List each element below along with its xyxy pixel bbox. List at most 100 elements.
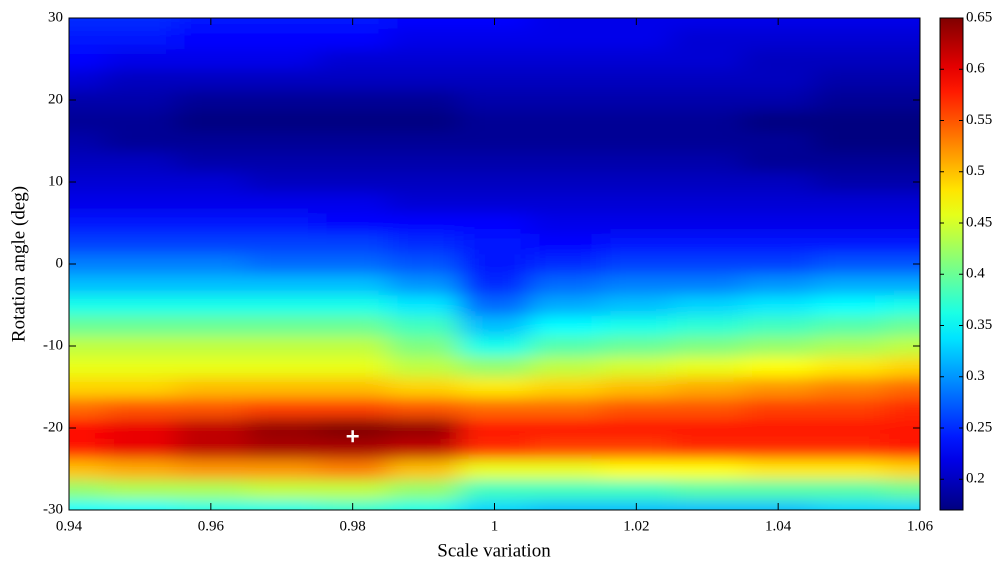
heatmap-cell	[69, 417, 105, 439]
x-tick-label: 1.04	[765, 518, 792, 534]
heatmap-cell	[600, 417, 673, 439]
heatmap-cell	[600, 274, 673, 296]
y-axis-label: Rotation angle (deg)	[8, 186, 29, 342]
heatmap-cell	[388, 130, 460, 152]
heatmap-cell	[104, 69, 176, 91]
heatmap-cell	[671, 397, 744, 419]
heatmap-cell	[175, 233, 247, 255]
heatmap-cell	[459, 48, 531, 70]
heatmap-cell	[388, 479, 460, 501]
heatmap-cell	[317, 110, 389, 132]
heatmap-cell	[813, 192, 886, 214]
heatmap-cell	[175, 479, 247, 501]
heatmap-cell	[529, 253, 602, 275]
heatmap-cell	[246, 294, 318, 316]
colorbar-tick-label: 0.65	[966, 9, 992, 25]
heatmap-cell	[317, 28, 389, 50]
heatmap-cell	[388, 274, 460, 296]
heatmap-cell	[104, 89, 176, 111]
heatmap-cell	[529, 18, 602, 29]
heatmap-cell	[69, 151, 105, 173]
heatmap-cell	[246, 335, 318, 357]
heatmap-cell	[459, 28, 531, 50]
heatmap-cell	[884, 89, 920, 111]
heatmap-cell	[671, 130, 744, 152]
heatmap-cell	[529, 335, 602, 357]
heatmap-cell	[246, 499, 318, 510]
heatmap-cell	[317, 294, 389, 316]
y-tick-label: 0	[56, 255, 64, 271]
heatmap-cell	[459, 89, 531, 111]
heatmap-cell	[388, 233, 460, 255]
heatmap-cell	[388, 253, 460, 275]
x-tick-label: 1	[491, 518, 499, 534]
heatmap-cell	[459, 438, 531, 460]
heatmap-cell	[317, 479, 389, 501]
heatmap-cell	[813, 315, 886, 337]
heatmap-cell	[671, 417, 744, 439]
heatmap-cell	[69, 233, 105, 255]
heatmap-cell	[69, 130, 105, 152]
heatmap-cell	[529, 171, 602, 193]
heatmap-cell	[529, 69, 602, 91]
heatmap-cell	[104, 294, 176, 316]
heatmap-cell	[671, 28, 744, 50]
heatmap-cell	[69, 274, 105, 296]
heatmap-cell	[246, 48, 318, 70]
heatmap-cell	[317, 458, 389, 480]
heatmap-cell	[529, 315, 602, 337]
heatmap	[69, 18, 920, 510]
heatmap-cell	[884, 397, 920, 419]
heatmap-cell	[671, 499, 744, 510]
heatmap-cell	[813, 171, 886, 193]
heatmap-cell	[813, 253, 886, 275]
heatmap-cell	[600, 233, 673, 255]
heatmap-cell	[884, 18, 920, 29]
heatmap-cell	[104, 458, 176, 480]
heatmap-cell	[317, 233, 389, 255]
heatmap-cell	[671, 18, 744, 29]
colorbar-tick-label: 0.25	[966, 419, 992, 435]
heatmap-cell	[884, 274, 920, 296]
heatmap-cell	[813, 458, 886, 480]
heatmap-cell	[529, 458, 602, 480]
heatmap-cell	[246, 315, 318, 337]
heatmap-cell	[600, 397, 673, 419]
heatmap-cell	[388, 294, 460, 316]
heatmap-cell	[813, 18, 886, 29]
heatmap-cell	[388, 356, 460, 378]
heatmap-cell	[671, 151, 744, 173]
heatmap-cell	[742, 89, 815, 111]
heatmap-cell	[317, 89, 389, 111]
heatmap-cell	[69, 253, 105, 275]
heatmap-cell	[813, 335, 886, 357]
heatmap-cell	[69, 171, 105, 193]
heatmap-cell	[742, 458, 815, 480]
heatmap-cell	[459, 356, 531, 378]
heatmap-cell	[246, 151, 318, 173]
heatmap-cell	[388, 376, 460, 398]
heatmap-cell	[388, 89, 460, 111]
heatmap-cell	[884, 356, 920, 378]
heatmap-cell	[104, 110, 176, 132]
colorbar-tick-label: 0.2	[966, 471, 985, 487]
colorbar-tick-label: 0.3	[966, 368, 985, 384]
heatmap-cell	[813, 274, 886, 296]
heatmap-cell	[69, 18, 105, 29]
heatmap-cell	[671, 48, 744, 70]
heatmap-cell	[813, 233, 886, 255]
colorbar	[939, 17, 964, 511]
heatmap-cell	[104, 356, 176, 378]
heatmap-cell	[104, 212, 176, 234]
x-tick-label: 1.06	[907, 518, 934, 534]
heatmap-cell	[884, 417, 920, 439]
heatmap-cell	[742, 335, 815, 357]
heatmap-cell	[742, 110, 815, 132]
heatmap-cell	[600, 151, 673, 173]
heatmap-cell	[175, 274, 247, 296]
heatmap-cell	[884, 192, 920, 214]
heatmap-cell	[884, 438, 920, 460]
heatmap-cell	[813, 130, 886, 152]
heatmap-cell	[459, 376, 531, 398]
heatmap-cell	[529, 438, 602, 460]
